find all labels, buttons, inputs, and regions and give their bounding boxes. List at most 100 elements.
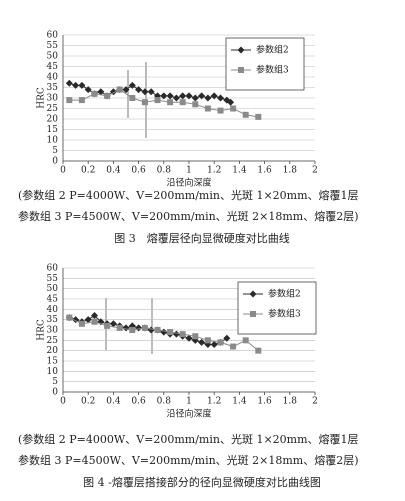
legend-label: 参数组2 — [256, 44, 289, 56]
x-axis-title: 沿径向深度 — [166, 408, 211, 420]
x-tick-label: 1 — [186, 397, 192, 407]
marker — [167, 99, 174, 106]
marker — [141, 88, 149, 96]
marker — [227, 98, 235, 106]
marker — [223, 334, 231, 342]
y-tick-label: 10 — [47, 367, 59, 377]
legend-label: 参数组3 — [256, 64, 289, 76]
y-tick-label: 55 — [47, 274, 59, 284]
y-tick-label: 40 — [47, 73, 59, 83]
y-tick-label: 0 — [52, 157, 58, 167]
marker — [116, 86, 123, 93]
marker — [217, 339, 224, 346]
x-tick-label: 0.6 — [131, 397, 146, 407]
x-tick-label: 1.4 — [232, 397, 247, 407]
x-tick-label: 1.8 — [283, 166, 298, 176]
marker — [84, 86, 92, 94]
marker — [78, 81, 86, 89]
marker — [78, 320, 85, 327]
x-tick-label: 1.6 — [257, 166, 272, 176]
marker — [65, 79, 73, 87]
y-tick-label: 20 — [47, 115, 59, 125]
x-tick-label: 0.6 — [131, 166, 146, 176]
marker — [84, 316, 92, 324]
marker — [66, 97, 73, 104]
note: (参数组 2 P=4000W、V=200mm/min、光斑 1×20mm、熔覆1… — [18, 432, 359, 446]
marker — [141, 324, 148, 331]
note: 参数组 3 P=4500W、V=200mm/min、光斑 2×18mm、熔覆2层… — [18, 453, 359, 467]
x-tick-label: 0.8 — [157, 397, 172, 407]
marker — [116, 324, 123, 331]
marker — [179, 92, 187, 100]
marker — [172, 94, 180, 102]
marker — [104, 322, 111, 329]
x-tick-label: 0 — [60, 166, 66, 176]
marker — [135, 324, 143, 332]
marker — [141, 99, 148, 106]
marker — [192, 333, 199, 340]
marker — [210, 92, 218, 100]
marker — [250, 311, 256, 317]
marker — [128, 81, 136, 89]
x-tick-label: 2 — [312, 397, 318, 407]
marker — [160, 92, 168, 100]
marker — [129, 95, 136, 101]
x-tick-label: 1.2 — [207, 166, 221, 176]
marker — [179, 331, 186, 338]
marker — [185, 92, 193, 100]
y-tick-label: 25 — [47, 336, 59, 346]
marker — [109, 320, 117, 328]
marker — [238, 67, 244, 73]
marker — [154, 97, 161, 104]
y-axis-title: HRC — [37, 319, 47, 341]
x-tick-label: 0.2 — [81, 166, 95, 176]
marker — [154, 327, 161, 333]
marker — [255, 113, 262, 120]
y-tick-label: 10 — [47, 136, 59, 146]
y-tick-label: 25 — [47, 104, 59, 114]
series-line — [69, 89, 259, 118]
y-tick-label: 60 — [47, 264, 59, 274]
y-tick-label: 45 — [47, 295, 59, 305]
y-tick-label: 60 — [47, 31, 59, 41]
x-tick-label: 0.2 — [81, 397, 95, 407]
y-tick-label: 5 — [52, 377, 58, 387]
marker — [91, 90, 98, 97]
marker — [230, 105, 237, 112]
y-tick-label: 35 — [47, 83, 59, 93]
series-line — [69, 317, 259, 352]
y-tick-label: 5 — [52, 146, 58, 156]
marker — [66, 314, 73, 321]
x-tick-label: 1.2 — [207, 397, 221, 407]
x-tick-label: 0.8 — [157, 166, 172, 176]
marker — [104, 92, 111, 99]
marker — [192, 101, 199, 108]
y-tick-label: 15 — [47, 125, 59, 135]
x-tick-label: 1.8 — [283, 397, 298, 407]
marker — [122, 86, 130, 94]
marker — [198, 338, 206, 346]
y-tick-label: 45 — [47, 62, 59, 72]
x-tick-label: 1.6 — [257, 397, 272, 407]
marker — [242, 337, 249, 344]
marker — [135, 86, 143, 94]
x-axis-title: 沿径向深度 — [166, 177, 211, 189]
note: (参数组 2 P=4000W、V=200mm/min、光斑 1×20mm、熔覆1… — [18, 188, 359, 202]
marker — [217, 107, 224, 114]
marker — [204, 105, 211, 112]
marker — [147, 326, 155, 334]
marker — [91, 312, 98, 320]
marker — [249, 290, 257, 298]
x-tick-label: 2 — [312, 166, 318, 176]
marker — [204, 94, 212, 102]
marker — [242, 111, 249, 118]
y-tick-label: 50 — [47, 284, 59, 294]
caption: 图 4 -熔覆层搭接部分的径向显微硬度对比曲线图 — [83, 475, 321, 489]
caption: 图 3 熔覆层径向显微硬度对比曲线 — [114, 231, 290, 245]
x-tick-label: 0 — [60, 397, 66, 407]
y-tick-label: 50 — [47, 52, 59, 62]
y-tick-label: 20 — [47, 346, 59, 356]
marker — [185, 334, 193, 342]
x-tick-label: 1.4 — [232, 166, 247, 176]
